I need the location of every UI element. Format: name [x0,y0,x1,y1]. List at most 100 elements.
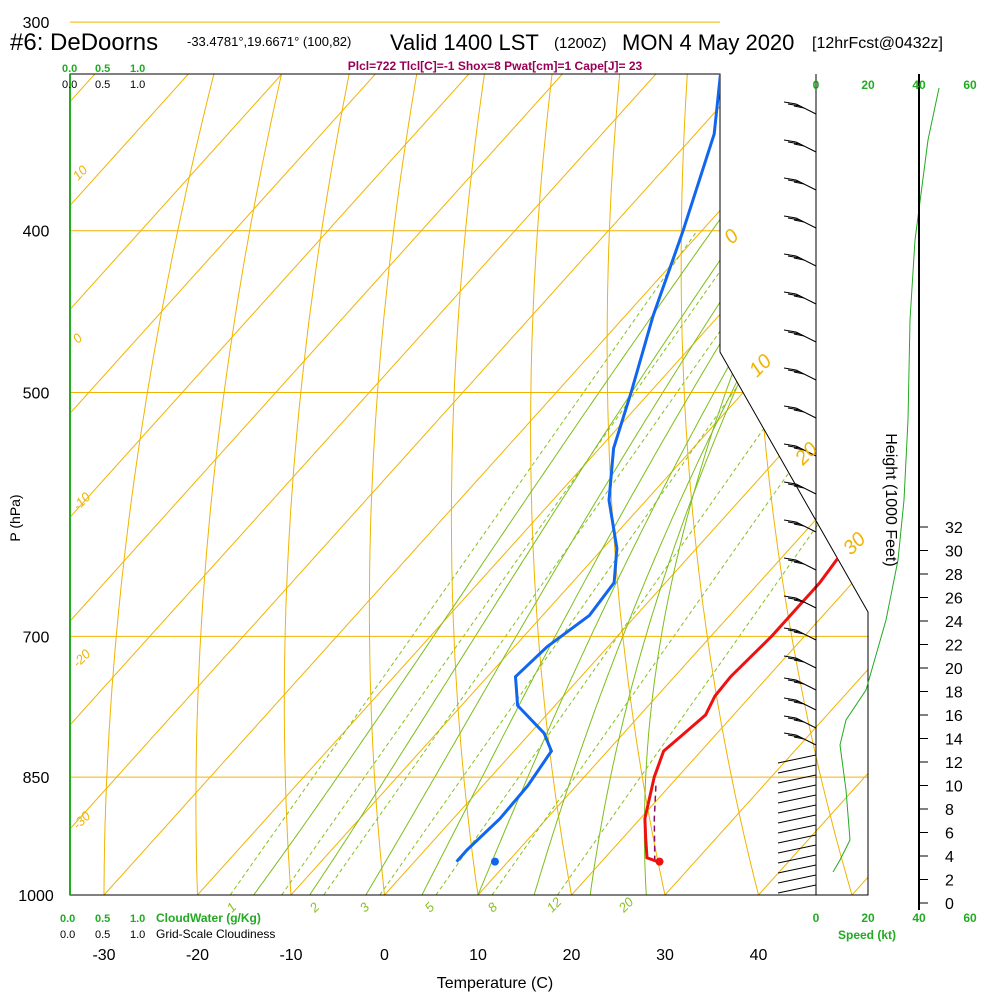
height-tick-label: 0 [945,896,954,913]
height-tick-label: 10 [945,779,963,796]
pressure-tick-label: 500 [23,386,50,403]
height-tick-label: 24 [945,614,963,631]
wind-barb [783,732,817,746]
height-tick-label: 16 [945,708,963,725]
dry-adiabat [530,74,580,895]
wind-barb [783,291,817,305]
temperature-tick-label: 30 [656,947,674,964]
height-tick-label: 28 [945,567,963,584]
valid-time-z: (1200Z) [554,35,607,52]
speed-top-40: 40 [912,78,926,92]
wind-barb [783,101,817,115]
cloud-top-black-2: 1.0 [130,79,145,91]
height-tick-label: 6 [945,826,954,843]
wind-barb [783,405,817,419]
speed-bottom-20: 20 [861,911,875,925]
cloud-top-black-0: 0.0 [62,79,77,91]
wind-barb-low [777,854,817,864]
cloud-bottom-black-1: 0.5 [95,929,110,941]
wind-barb [783,329,817,343]
station-coords: -33.4781°,19.6671° (100,82) [187,34,351,49]
temperature-axis: -30 -20 -10 0 10 20 30 40 [92,947,767,964]
cloud-top-green-2: 1.0 [130,63,145,75]
wind-barb-low [777,784,817,794]
wind-barb [783,443,817,457]
cloud-top-green-1: 0.5 [95,63,110,75]
wind-speed-profile [832,87,940,873]
height-tick-label: 2 [945,873,954,890]
isotherm-line [477,74,868,895]
wind-barb [783,215,817,229]
wind-speed-scale-top: 0 20 40 60 [813,78,977,92]
speed-top-60: 60 [963,78,977,92]
forecast-info: [12hrFcst@0432z] [812,35,943,52]
parcel-path-line [653,785,657,862]
temperature-line [643,74,868,864]
cloud-bottom-green-1: 0.5 [95,913,110,925]
speed-bottom-0: 0 [813,911,820,925]
wind-barb [783,177,817,191]
wind-barb [783,715,817,729]
pressure-tick-label: 700 [23,629,50,646]
height-tick-label: 22 [945,638,963,655]
wind-barb [783,677,817,691]
cloudiness-label: Grid-Scale Cloudiness [156,927,275,941]
dry-adiabat [680,74,759,895]
wind-barb [783,697,817,711]
temperature-tick-label: -10 [279,947,302,964]
pressure-tick-label: 400 [23,224,50,241]
wind-barb [783,367,817,381]
wind-barb-low [777,864,817,874]
cloud-bottom-black-2: 1.0 [130,929,145,941]
dry-adiabat [368,74,454,895]
cloud-top-black-1: 0.5 [95,79,110,91]
speed-bottom-60: 60 [963,911,977,925]
surface-temperature-dot [655,857,664,866]
height-tick-label: 32 [945,520,963,537]
wind-barb-low [777,804,817,814]
wind-barb-low [777,764,817,774]
wind-barbs [777,87,940,894]
wind-barb-low [777,814,817,824]
pressure-tick-label: 300 [23,15,50,32]
height-tick-label: 26 [945,591,963,608]
wind-barb [783,655,817,669]
cloudwater-label: CloudWater (g/Kg) [156,911,261,925]
speed-top-20: 20 [861,78,875,92]
indices-line: Plcl=722 Tlcl[C]=-1 Shox=8 Pwat[cm]=1 Ca… [348,59,643,73]
wind-barb-low [777,824,817,834]
forecast-date: MON 4 May 2020 [622,30,794,55]
temperature-tick-label: -30 [92,947,115,964]
mixing-ratio-line [229,230,698,895]
cloud-top-green-0: 0.0 [62,63,77,75]
cloud-bottom-black-0: 0.0 [60,929,75,941]
height-axis-label: Height (1000 Feet) [882,433,899,566]
wind-barb [783,627,817,641]
y-axis-label: P (hPa) [7,494,23,541]
height-tick-label: 8 [945,802,954,819]
wind-barb-low [777,874,817,884]
temperature-tick-label: 20 [563,947,581,964]
temperature-tick-label: 40 [750,947,768,964]
mixing-ratio-line [435,230,868,895]
height-tick-label: 4 [945,849,954,866]
cloud-scale-top: 0.0 0.5 1.0 0.0 0.5 1.0 [62,63,145,91]
height-tick-label: 12 [945,755,963,772]
wind-barb-low [777,774,817,784]
wind-barb [783,557,817,571]
pressure-tick-label: 850 [23,770,50,787]
mixing-ratio-line [323,230,792,895]
wind-barb-low [777,794,817,804]
wind-barb [783,595,817,609]
valid-time: Valid 1400 LST [390,30,539,55]
wind-barb-low [777,884,817,894]
mixing-ratio-line [379,230,848,895]
pressure-tick-label: 1000 [18,888,54,905]
temperature-tick-label: -20 [186,947,209,964]
station-title: #6: DeDoorns [10,29,158,56]
surface-dewpoint-dot [490,857,499,866]
x-axis-label: Temperature (C) [437,975,553,992]
dry-adiabat [283,74,391,895]
dewpoint-line [455,74,782,863]
